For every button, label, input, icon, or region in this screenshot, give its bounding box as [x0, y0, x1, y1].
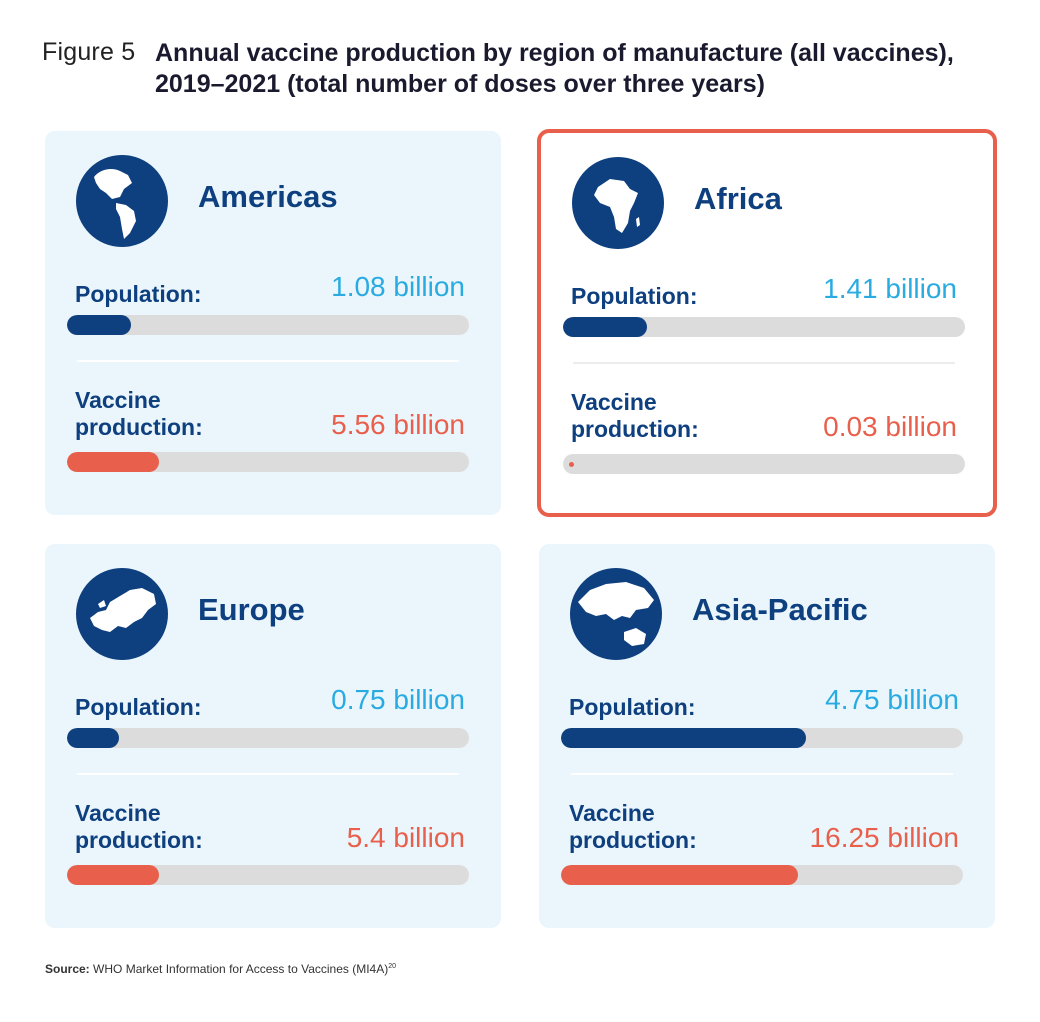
population-bar-track [67, 728, 469, 748]
vaccine-label: Vaccine production: [75, 387, 203, 440]
source-ref: 20 [388, 963, 397, 970]
region-name: Africa [694, 181, 782, 216]
figure-label: Figure 5 [42, 38, 136, 66]
europe-globe-icon [76, 568, 168, 660]
divider [573, 362, 955, 364]
vaccine-bar [67, 865, 160, 885]
source-prefix: Source: [45, 962, 90, 976]
region-name: Asia-Pacific [692, 592, 868, 627]
source-note: Source: WHO Market Information for Acces… [45, 962, 396, 976]
vaccine-value: 5.56 billion [331, 409, 465, 440]
asia-pacific-globe-icon [570, 568, 662, 660]
figure-title: Annual vaccine production by region of m… [155, 39, 954, 98]
population-bar [561, 728, 807, 748]
region-card-europe: Europe Population: 0.75 billion Vaccine … [45, 544, 501, 928]
population-bar-track [67, 315, 469, 335]
population-value: 1.08 billion [331, 271, 465, 302]
population-label: Population: [569, 694, 696, 720]
population-value: 4.75 billion [825, 684, 959, 715]
source-text: WHO Market Information for Access to Vac… [93, 962, 389, 976]
vaccine-value: 5.4 billion [346, 822, 465, 853]
africa-globe-icon [572, 157, 664, 249]
region-card-asia-pacific: Asia-Pacific Population: 4.75 billion Va… [539, 544, 995, 928]
population-bar [67, 728, 120, 748]
vaccine-bar-track [67, 865, 469, 885]
population-label: Population: [75, 281, 202, 307]
population-bar [67, 315, 132, 335]
vaccine-value: 0.03 billion [823, 411, 957, 442]
population-bar-track [561, 728, 963, 748]
divider [571, 773, 953, 775]
vaccine-bar-track [67, 452, 469, 472]
population-label: Population: [75, 694, 202, 720]
divider [77, 773, 459, 775]
region-card-africa: Africa Population: 1.41 billion Vaccine … [537, 129, 997, 517]
vaccine-bar [67, 452, 160, 472]
divider [77, 360, 459, 362]
region-name: Europe [198, 592, 305, 627]
vaccine-label: Vaccine production: [569, 800, 697, 853]
vaccine-bar [561, 865, 799, 885]
americas-globe-icon [76, 155, 168, 247]
vaccine-bar-track [561, 865, 963, 885]
population-bar [563, 317, 648, 337]
vaccine-value: 16.25 billion [809, 822, 959, 853]
vaccine-label: Vaccine production: [75, 800, 203, 853]
population-bar-track [563, 317, 965, 337]
population-value: 1.41 billion [823, 273, 957, 304]
region-card-americas: Americas Population: 1.08 billion Vaccin… [45, 131, 501, 515]
population-value: 0.75 billion [331, 684, 465, 715]
region-name: Americas [198, 179, 338, 214]
vaccine-label: Vaccine production: [571, 389, 699, 442]
vaccine-bar-track [563, 454, 965, 474]
population-label: Population: [571, 283, 698, 309]
vaccine-bar [569, 461, 574, 467]
